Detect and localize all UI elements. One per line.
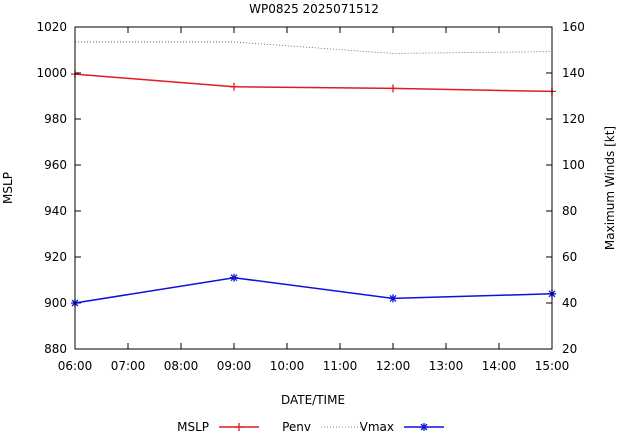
data-point xyxy=(230,82,238,91)
x-axis: 06:00 07:00 08:00 09:00 10:00 11:00 12:00 13:00… xyxy=(58,27,570,373)
legend-item-vmax: Vmax xyxy=(360,420,444,432)
legend-marker xyxy=(420,423,428,431)
y-tick-label: 940 xyxy=(44,204,67,218)
y-tick-label: 880 xyxy=(44,342,67,356)
series-line xyxy=(75,41,553,54)
y2-tick-label: 40 xyxy=(562,296,577,310)
legend: MSLP Penv Vmax xyxy=(177,420,444,432)
legend-label: Penv xyxy=(282,420,311,432)
x-tick-label: 10:00 xyxy=(270,359,305,373)
y-tick-label: 1000 xyxy=(36,66,67,80)
y-tick-label: 960 xyxy=(44,158,67,172)
left-axis: 880 900 920 940 960 980 1000 1020 xyxy=(36,20,81,356)
x-tick-label: 07:00 xyxy=(111,359,146,373)
right-axis: 20 40 60 80 100 120 140 160 xyxy=(546,20,585,356)
y2-tick-label: 140 xyxy=(562,66,585,80)
x-tick-label: 12:00 xyxy=(376,359,411,373)
y-axis-label: MSLP xyxy=(1,172,15,204)
x-tick-label: 09:00 xyxy=(217,359,252,373)
legend-item-mslp: MSLP xyxy=(177,420,259,432)
y2-tick-label: 20 xyxy=(562,342,577,356)
y2-tick-label: 160 xyxy=(562,20,585,34)
legend-marker xyxy=(235,423,243,431)
series-line xyxy=(74,73,553,93)
x-tick-label: 08:00 xyxy=(164,359,199,373)
series-vmax xyxy=(71,273,556,307)
y-tick-label: 920 xyxy=(44,250,67,264)
legend-label: MSLP xyxy=(177,420,209,432)
legend-item-penv: Penv xyxy=(282,420,361,432)
legend-label: Vmax xyxy=(360,420,394,432)
data-point xyxy=(389,294,397,303)
x-tick-label: 13:00 xyxy=(429,359,464,373)
x-axis-label: DATE/TIME xyxy=(281,393,345,407)
chart-title: WP0825 2025071512 xyxy=(249,2,379,16)
series-penv xyxy=(75,41,553,54)
data-point xyxy=(230,273,238,282)
y2-tick-label: 80 xyxy=(562,204,577,218)
data-point xyxy=(389,84,397,93)
y2-axis-label: Maximum Winds [kt] xyxy=(603,126,617,250)
y-tick-label: 900 xyxy=(44,296,67,310)
series-line xyxy=(74,276,553,304)
x-tick-label: 11:00 xyxy=(323,359,358,373)
series-mslp xyxy=(71,70,556,96)
x-tick-label: 15:00 xyxy=(535,359,570,373)
y2-tick-label: 100 xyxy=(562,158,585,172)
plot-frame xyxy=(74,26,553,350)
y2-tick-label: 120 xyxy=(562,112,585,126)
y-tick-label: 980 xyxy=(44,112,67,126)
x-tick-label: 14:00 xyxy=(482,359,517,373)
y-tick-label: 1020 xyxy=(36,20,67,34)
x-tick-label: 06:00 xyxy=(58,359,93,373)
y2-tick-label: 60 xyxy=(562,250,577,264)
series-layer xyxy=(71,41,556,307)
